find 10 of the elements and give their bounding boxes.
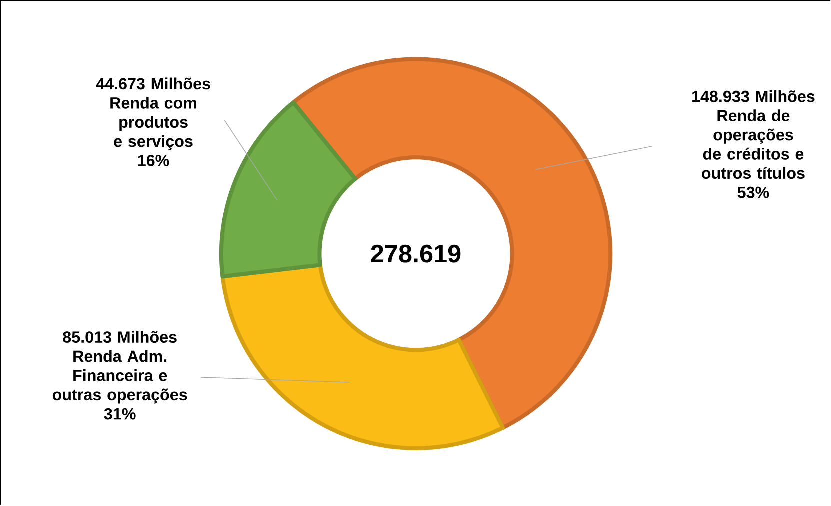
text: 53% (738, 187, 770, 198)
data-label: 148.933 Milhões (692, 90, 815, 103)
data-label: 85.013 Milhões (63, 331, 177, 344)
text: 31% (104, 408, 136, 420)
text: 278.619 (371, 245, 461, 263)
data-label: 44.673 Milhões (96, 78, 210, 90)
slice-label: Renda de operações de créditos e outros títulos (702, 110, 805, 180)
text: 16% (138, 155, 170, 167)
slice-label: Renda Adm. Financeira e outras operações (52, 350, 188, 404)
slice-label: Renda com produtos e serviços (110, 97, 197, 151)
